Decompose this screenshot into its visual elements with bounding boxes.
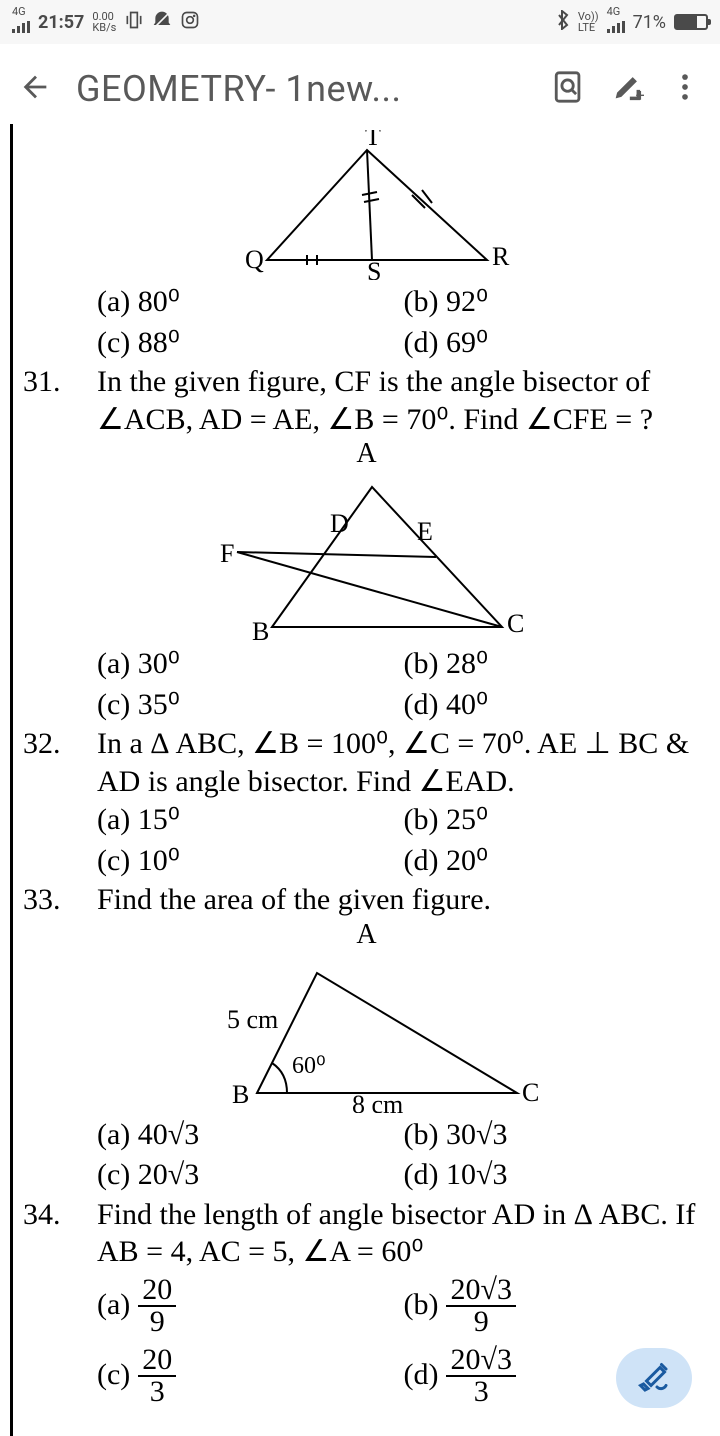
- figure-q33: B C 5 cm 8 cm 60⁰: [187, 953, 547, 1113]
- options-33: (a) 40√3 (b) 30√3 (c) 20√3 (d) 10√3: [97, 1115, 710, 1196]
- option-a: (a) 209: [97, 1271, 404, 1341]
- back-button[interactable]: [18, 70, 52, 108]
- status-left: 4G 21:57 0.00 KB/s: [12, 6, 200, 38]
- option-a: (a) 30⁰: [97, 644, 404, 685]
- pencil-icon: [636, 1360, 672, 1396]
- question-number: 33.: [23, 881, 97, 919]
- option-b: (b) 25⁰: [404, 800, 711, 841]
- option-a: (a) 40√3: [97, 1115, 404, 1156]
- question-number: 31.: [23, 363, 97, 438]
- svg-text:B: B: [232, 1080, 249, 1109]
- document-content[interactable]: T Q R S (a) 80⁰ (b) 92⁰ (c) 88⁰ (d) 69⁰ …: [10, 124, 720, 1436]
- svg-text:S: S: [367, 257, 381, 280]
- svg-text:C: C: [522, 1078, 539, 1107]
- option-d: (d) 69⁰: [404, 323, 711, 364]
- option-c: (c) 20√3: [97, 1155, 404, 1196]
- option-d: (d) 20⁰: [404, 841, 711, 882]
- option-c: (c) 35⁰: [97, 685, 404, 726]
- more-button[interactable]: [668, 70, 702, 108]
- svg-text:R: R: [492, 242, 510, 271]
- option-a: (a) 15⁰: [97, 800, 404, 841]
- question-text: Find the length of angle bisector AD in …: [97, 1196, 710, 1271]
- svg-text:5 cm: 5 cm: [227, 1005, 278, 1034]
- svg-text:8 cm: 8 cm: [352, 1090, 403, 1113]
- question-number: [23, 282, 97, 363]
- options-top: (a) 80⁰ (b) 92⁰ (c) 88⁰ (d) 69⁰: [97, 282, 710, 363]
- svg-text:+: +: [636, 86, 645, 104]
- option-b: (b) 30√3: [404, 1115, 711, 1156]
- question-text: In the given figure, CF is the angle bis…: [97, 363, 710, 438]
- dnd-icon: [152, 10, 172, 35]
- signal-icon: 4G: [12, 6, 30, 38]
- svg-text:E: E: [417, 517, 433, 546]
- option-d: (d) 10√3: [404, 1155, 711, 1196]
- vibrate-icon: [124, 10, 144, 35]
- option-b: (b) 92⁰: [404, 282, 711, 323]
- figure-label-a: A: [23, 438, 710, 470]
- share-button[interactable]: +: [610, 70, 644, 108]
- figure-label-a: A: [23, 919, 710, 951]
- battery-icon: [674, 14, 708, 30]
- status-bar: 4G 21:57 0.00 KB/s Vo)) LTE 4G 71%: [0, 0, 720, 44]
- net-speed: 0.00 KB/s: [92, 11, 116, 33]
- figure-triangle-qrs: T Q R S: [207, 130, 527, 280]
- options-31: (a) 30⁰ (b) 28⁰ (c) 35⁰ (d) 40⁰: [97, 644, 710, 725]
- signal2-icon: 4G: [607, 6, 625, 38]
- app-bar: GEOMETRY- 1new... +: [0, 44, 720, 124]
- svg-text:F: F: [220, 539, 234, 568]
- volte-icon: Vo)) LTE: [578, 11, 599, 33]
- svg-text:B: B: [252, 617, 269, 642]
- option-b: (b) 20√39: [404, 1271, 711, 1341]
- annotate-button[interactable]: [616, 1348, 692, 1408]
- option-c: (c) 203: [97, 1341, 404, 1411]
- option-b: (b) 28⁰: [404, 644, 711, 685]
- bluetooth-icon: [556, 10, 570, 35]
- svg-text:60⁰: 60⁰: [292, 1053, 326, 1079]
- question-text: In a Δ ABC, ∠B = 100⁰, ∠C = 70⁰. AE ⊥ BC…: [97, 725, 710, 800]
- find-button[interactable]: [552, 70, 586, 108]
- options-32: (a) 15⁰ (b) 25⁰ (c) 10⁰ (d) 20⁰: [97, 800, 710, 881]
- option-d: (d) 40⁰: [404, 685, 711, 726]
- option-c: (c) 10⁰: [97, 841, 404, 882]
- figure-q31: B C D E F: [192, 472, 542, 642]
- instagram-icon: [180, 10, 200, 35]
- battery-pct: 71%: [633, 12, 666, 33]
- svg-text:T: T: [365, 130, 381, 151]
- clock: 21:57: [38, 12, 84, 33]
- svg-text:Q: Q: [245, 245, 264, 274]
- question-number: 34.: [23, 1196, 97, 1411]
- status-right: Vo)) LTE 4G 71%: [556, 6, 708, 38]
- question-number: 32.: [23, 725, 97, 881]
- svg-text:D: D: [330, 509, 349, 538]
- page-title: GEOMETRY- 1new...: [76, 68, 528, 110]
- option-c: (c) 88⁰: [97, 323, 404, 364]
- svg-text:C: C: [507, 609, 524, 638]
- option-a: (a) 80⁰: [97, 282, 404, 323]
- question-text: Find the area of the given figure.: [97, 881, 710, 919]
